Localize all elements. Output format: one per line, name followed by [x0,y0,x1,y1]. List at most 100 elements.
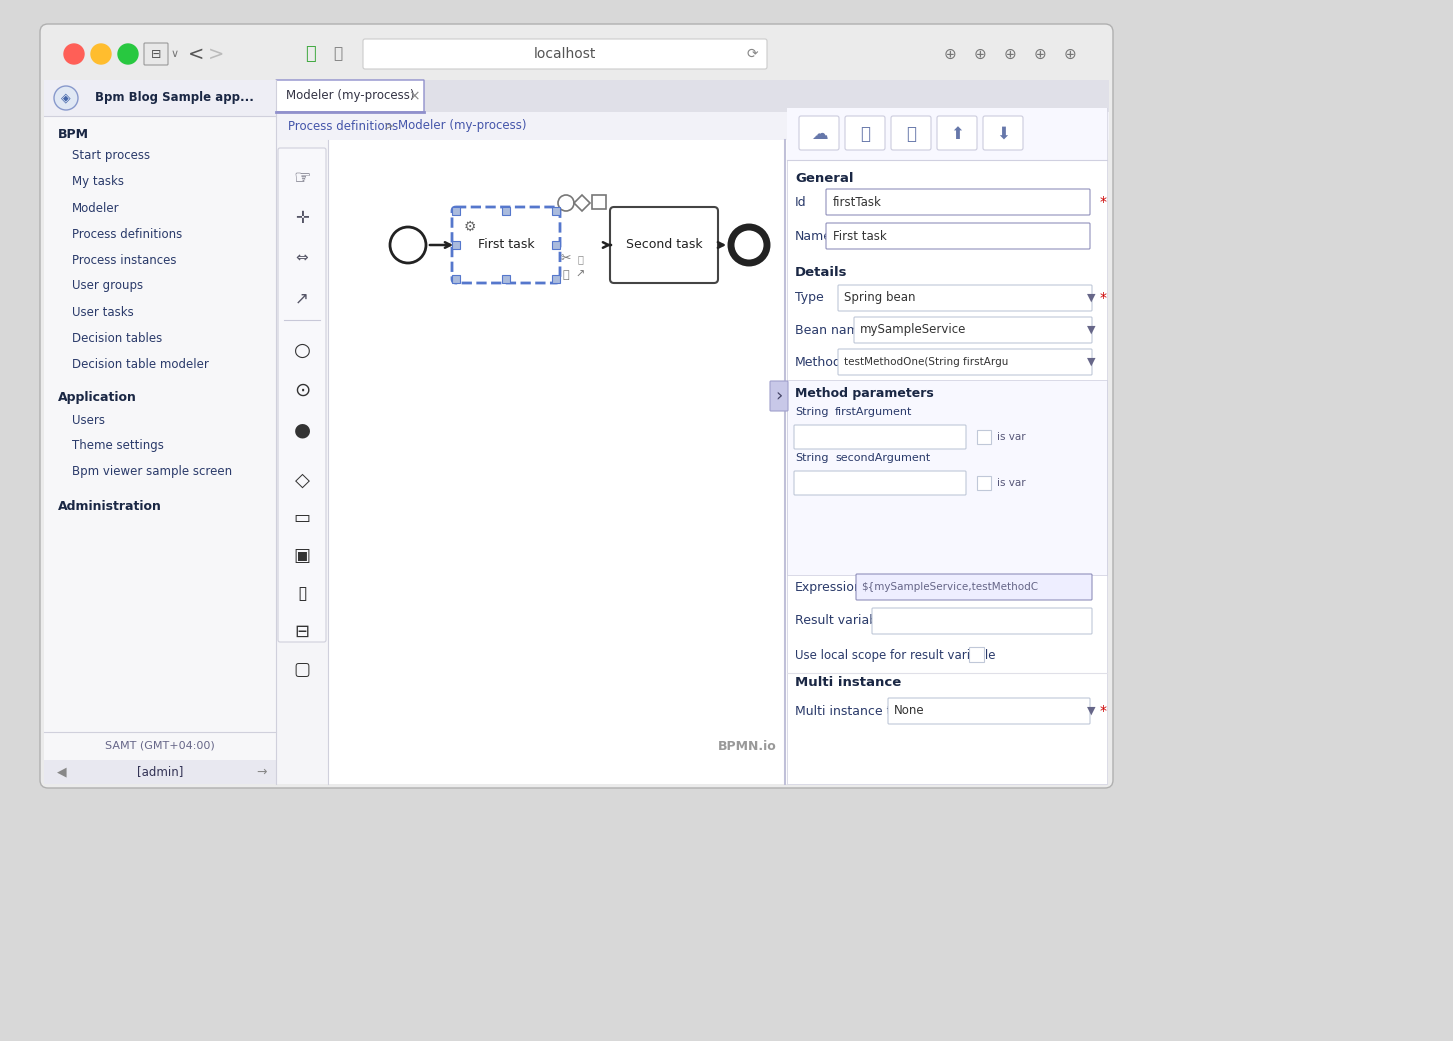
Text: firstTask: firstTask [833,196,882,208]
Text: 🛡: 🛡 [333,47,343,61]
Circle shape [389,227,426,263]
Text: ☁: ☁ [811,125,827,143]
Text: Process instances: Process instances [73,254,176,266]
FancyBboxPatch shape [891,116,931,150]
Bar [501,275,510,283]
Text: ◀: ◀ [57,765,67,779]
Text: BPMN.io: BPMN.io [718,739,777,753]
Text: ▯: ▯ [296,585,307,603]
Text: String: String [795,453,828,463]
Text: String: String [795,407,828,417]
FancyBboxPatch shape [888,699,1090,723]
Text: ⊕: ⊕ [943,47,956,61]
Text: ⊟: ⊟ [151,48,161,60]
Text: ↗: ↗ [575,270,584,280]
Text: BPM: BPM [58,127,89,141]
Text: Users: Users [73,413,105,427]
Text: ⌲: ⌲ [562,270,570,280]
Bar [276,139,328,784]
FancyBboxPatch shape [856,574,1093,600]
FancyBboxPatch shape [846,116,885,150]
Text: ◈: ◈ [61,92,71,104]
Bar [552,207,559,215]
Text: Application: Application [58,391,137,405]
Text: [admin]: [admin] [137,765,183,779]
Text: ✛: ✛ [295,209,309,227]
Text: Expression: Expression [795,581,863,593]
FancyBboxPatch shape [793,425,966,449]
Bar [328,139,788,784]
Text: ▣: ▣ [294,547,311,565]
Text: Modeler (my-process): Modeler (my-process) [286,90,414,102]
Bar [452,207,461,215]
Bar [276,112,1109,139]
Text: ×: × [408,88,420,103]
Text: ▼: ▼ [1087,293,1096,303]
Text: Decision tables: Decision tables [73,331,163,345]
Text: 🖼: 🖼 [907,125,915,143]
Text: First task: First task [478,238,535,252]
Text: Bean name: Bean name [795,324,866,336]
Bar [44,80,276,784]
Text: First task: First task [833,229,886,243]
Text: ∨: ∨ [171,49,179,59]
Text: 📂: 📂 [860,125,870,143]
Text: ⟳: ⟳ [747,47,758,61]
Bar [452,275,461,283]
Text: is var: is var [997,478,1026,488]
Text: ⊕: ⊕ [1004,47,1017,61]
Text: ⇔: ⇔ [295,251,308,265]
FancyBboxPatch shape [144,43,169,65]
Text: ⬇: ⬇ [997,125,1010,143]
Text: Process definitions: Process definitions [73,228,182,240]
Text: ⊕: ⊕ [1033,47,1046,61]
FancyBboxPatch shape [854,318,1093,342]
Text: Modeler (my-process): Modeler (my-process) [398,120,526,132]
Text: User groups: User groups [73,279,144,293]
Bar [44,80,1109,112]
Text: Theme settings: Theme settings [73,439,164,453]
Text: ↗: ↗ [295,289,309,307]
Text: General: General [795,172,853,184]
FancyBboxPatch shape [41,24,1113,788]
FancyBboxPatch shape [452,207,559,283]
FancyBboxPatch shape [825,223,1090,249]
FancyBboxPatch shape [278,148,325,642]
Text: Multi instance type: Multi instance type [795,705,914,717]
Text: Second task: Second task [626,238,702,252]
Circle shape [118,44,138,64]
Bar [44,80,276,116]
Text: 🔒: 🔒 [577,254,583,264]
FancyBboxPatch shape [838,349,1093,375]
Circle shape [731,227,767,263]
Text: >: > [384,120,394,132]
Text: SAMT (GMT+04:00): SAMT (GMT+04:00) [105,741,215,751]
Text: >: > [208,45,224,64]
Text: Method: Method [795,355,841,369]
Text: ○: ○ [294,340,311,359]
Bar [976,476,991,490]
Text: ⊕: ⊕ [1064,47,1077,61]
Text: secondArgument: secondArgument [835,453,930,463]
Text: Details: Details [795,265,847,279]
Text: ▼: ▼ [1087,706,1096,716]
Text: ▭: ▭ [294,509,311,527]
FancyBboxPatch shape [610,207,718,283]
FancyBboxPatch shape [937,116,976,150]
Text: Bpm viewer sample screen: Bpm viewer sample screen [73,465,232,479]
Bar [969,648,984,662]
Text: ●: ● [294,421,311,439]
Text: Process definitions: Process definitions [288,120,398,132]
FancyBboxPatch shape [872,608,1093,634]
Text: mySampleService: mySampleService [860,324,966,336]
Text: My tasks: My tasks [73,176,124,188]
Text: Decision table modeler: Decision table modeler [73,357,209,371]
FancyBboxPatch shape [799,116,838,150]
Text: →: → [257,765,267,779]
Text: Administration: Administration [58,500,161,512]
FancyBboxPatch shape [770,381,788,411]
Text: None: None [894,705,924,717]
Bar [501,207,510,215]
Text: User tasks: User tasks [73,305,134,319]
FancyBboxPatch shape [793,471,966,496]
